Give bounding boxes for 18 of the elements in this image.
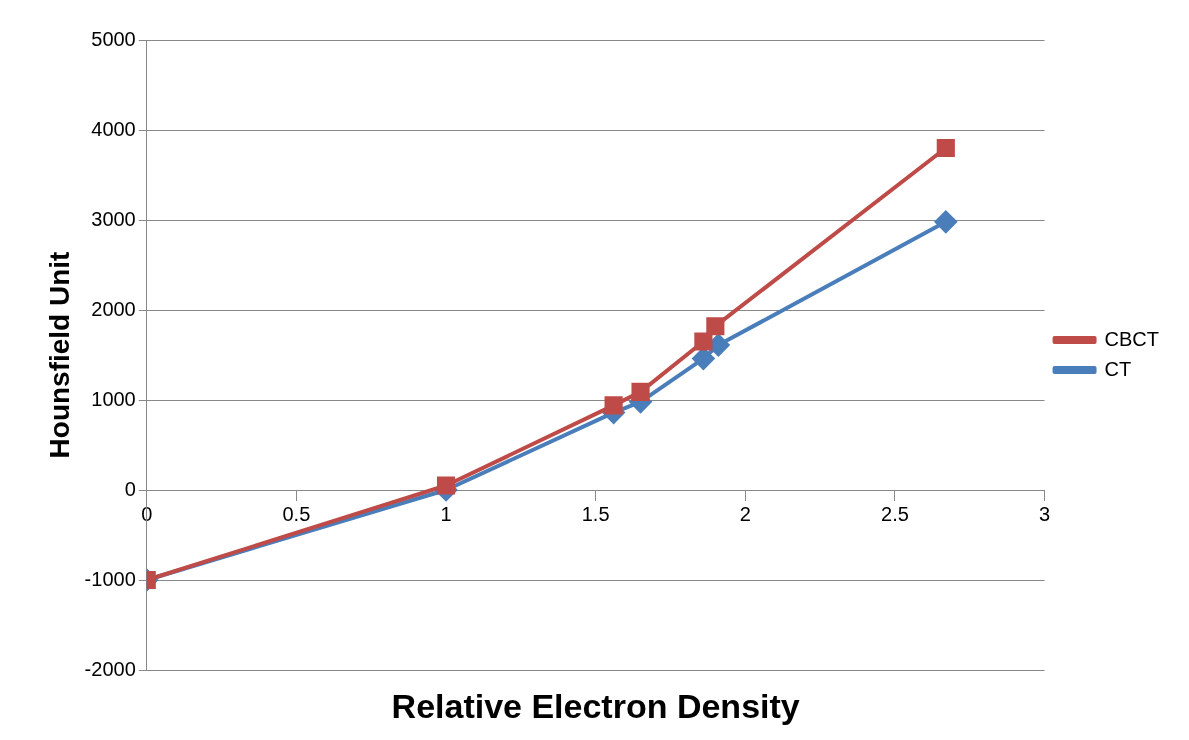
x-tick-label: 2.5 bbox=[881, 502, 909, 525]
y-tick-label: 1000 bbox=[91, 387, 136, 410]
legend-label: CT bbox=[1104, 357, 1132, 380]
x-tick-label: 3 bbox=[1038, 502, 1051, 525]
y-tick-label: -1000 bbox=[84, 567, 136, 590]
x-tick-label: 1 bbox=[440, 502, 452, 525]
y-tick-label: 0 bbox=[124, 477, 136, 500]
y-tick-label: 2000 bbox=[91, 297, 136, 320]
x-tick-label: 2 bbox=[739, 502, 751, 525]
y-axis-title: Hounsfield Unit bbox=[43, 251, 75, 459]
y-tick-label: 3000 bbox=[91, 207, 136, 230]
y-tick-label: -2000 bbox=[84, 657, 136, 680]
legend-label: CBCT bbox=[1104, 327, 1160, 350]
y-tick-label: 5000 bbox=[91, 27, 136, 50]
y-tick-label: 4000 bbox=[91, 117, 136, 140]
x-tick-label: 1.5 bbox=[581, 502, 610, 525]
x-tick-label: 0.5 bbox=[282, 502, 311, 525]
x-axis-title: Relative Electron Density bbox=[391, 687, 800, 726]
